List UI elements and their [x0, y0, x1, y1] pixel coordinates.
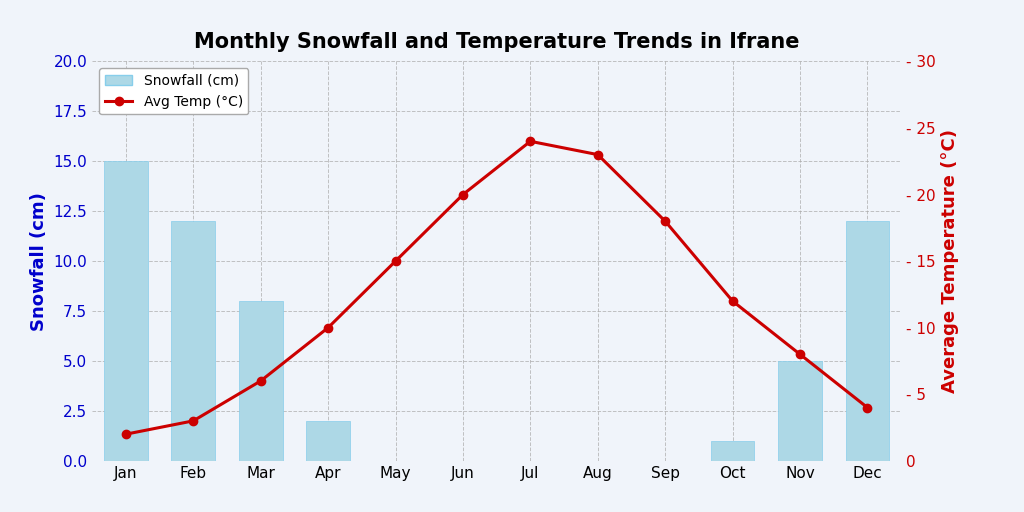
Bar — [239, 301, 283, 461]
Avg Temp (°C) — [524, 138, 537, 144]
Avg Temp (°C) — [794, 351, 806, 357]
Y-axis label: Snowfall (cm): Snowfall (cm) — [30, 191, 48, 331]
Bar — [104, 161, 147, 461]
Avg Temp (°C) — [726, 298, 738, 304]
Bar — [778, 361, 822, 461]
Avg Temp (°C) — [120, 431, 132, 437]
Avg Temp (°C) — [322, 325, 334, 331]
Legend: Snowfall (cm), Avg Temp (°C): Snowfall (cm), Avg Temp (°C) — [99, 69, 249, 115]
Avg Temp (°C) — [457, 191, 469, 198]
Y-axis label: Average Temperature (°C): Average Temperature (°C) — [941, 129, 959, 393]
Avg Temp (°C) — [592, 152, 604, 158]
Line: Avg Temp (°C): Avg Temp (°C) — [122, 137, 871, 438]
Avg Temp (°C) — [389, 258, 401, 264]
Bar — [711, 441, 755, 461]
Bar — [171, 221, 215, 461]
Title: Monthly Snowfall and Temperature Trends in Ifrane: Monthly Snowfall and Temperature Trends … — [194, 32, 800, 52]
Avg Temp (°C) — [861, 404, 873, 411]
Bar — [306, 421, 350, 461]
Avg Temp (°C) — [255, 378, 267, 384]
Bar — [846, 221, 889, 461]
Avg Temp (°C) — [659, 218, 672, 224]
Avg Temp (°C) — [187, 418, 200, 424]
